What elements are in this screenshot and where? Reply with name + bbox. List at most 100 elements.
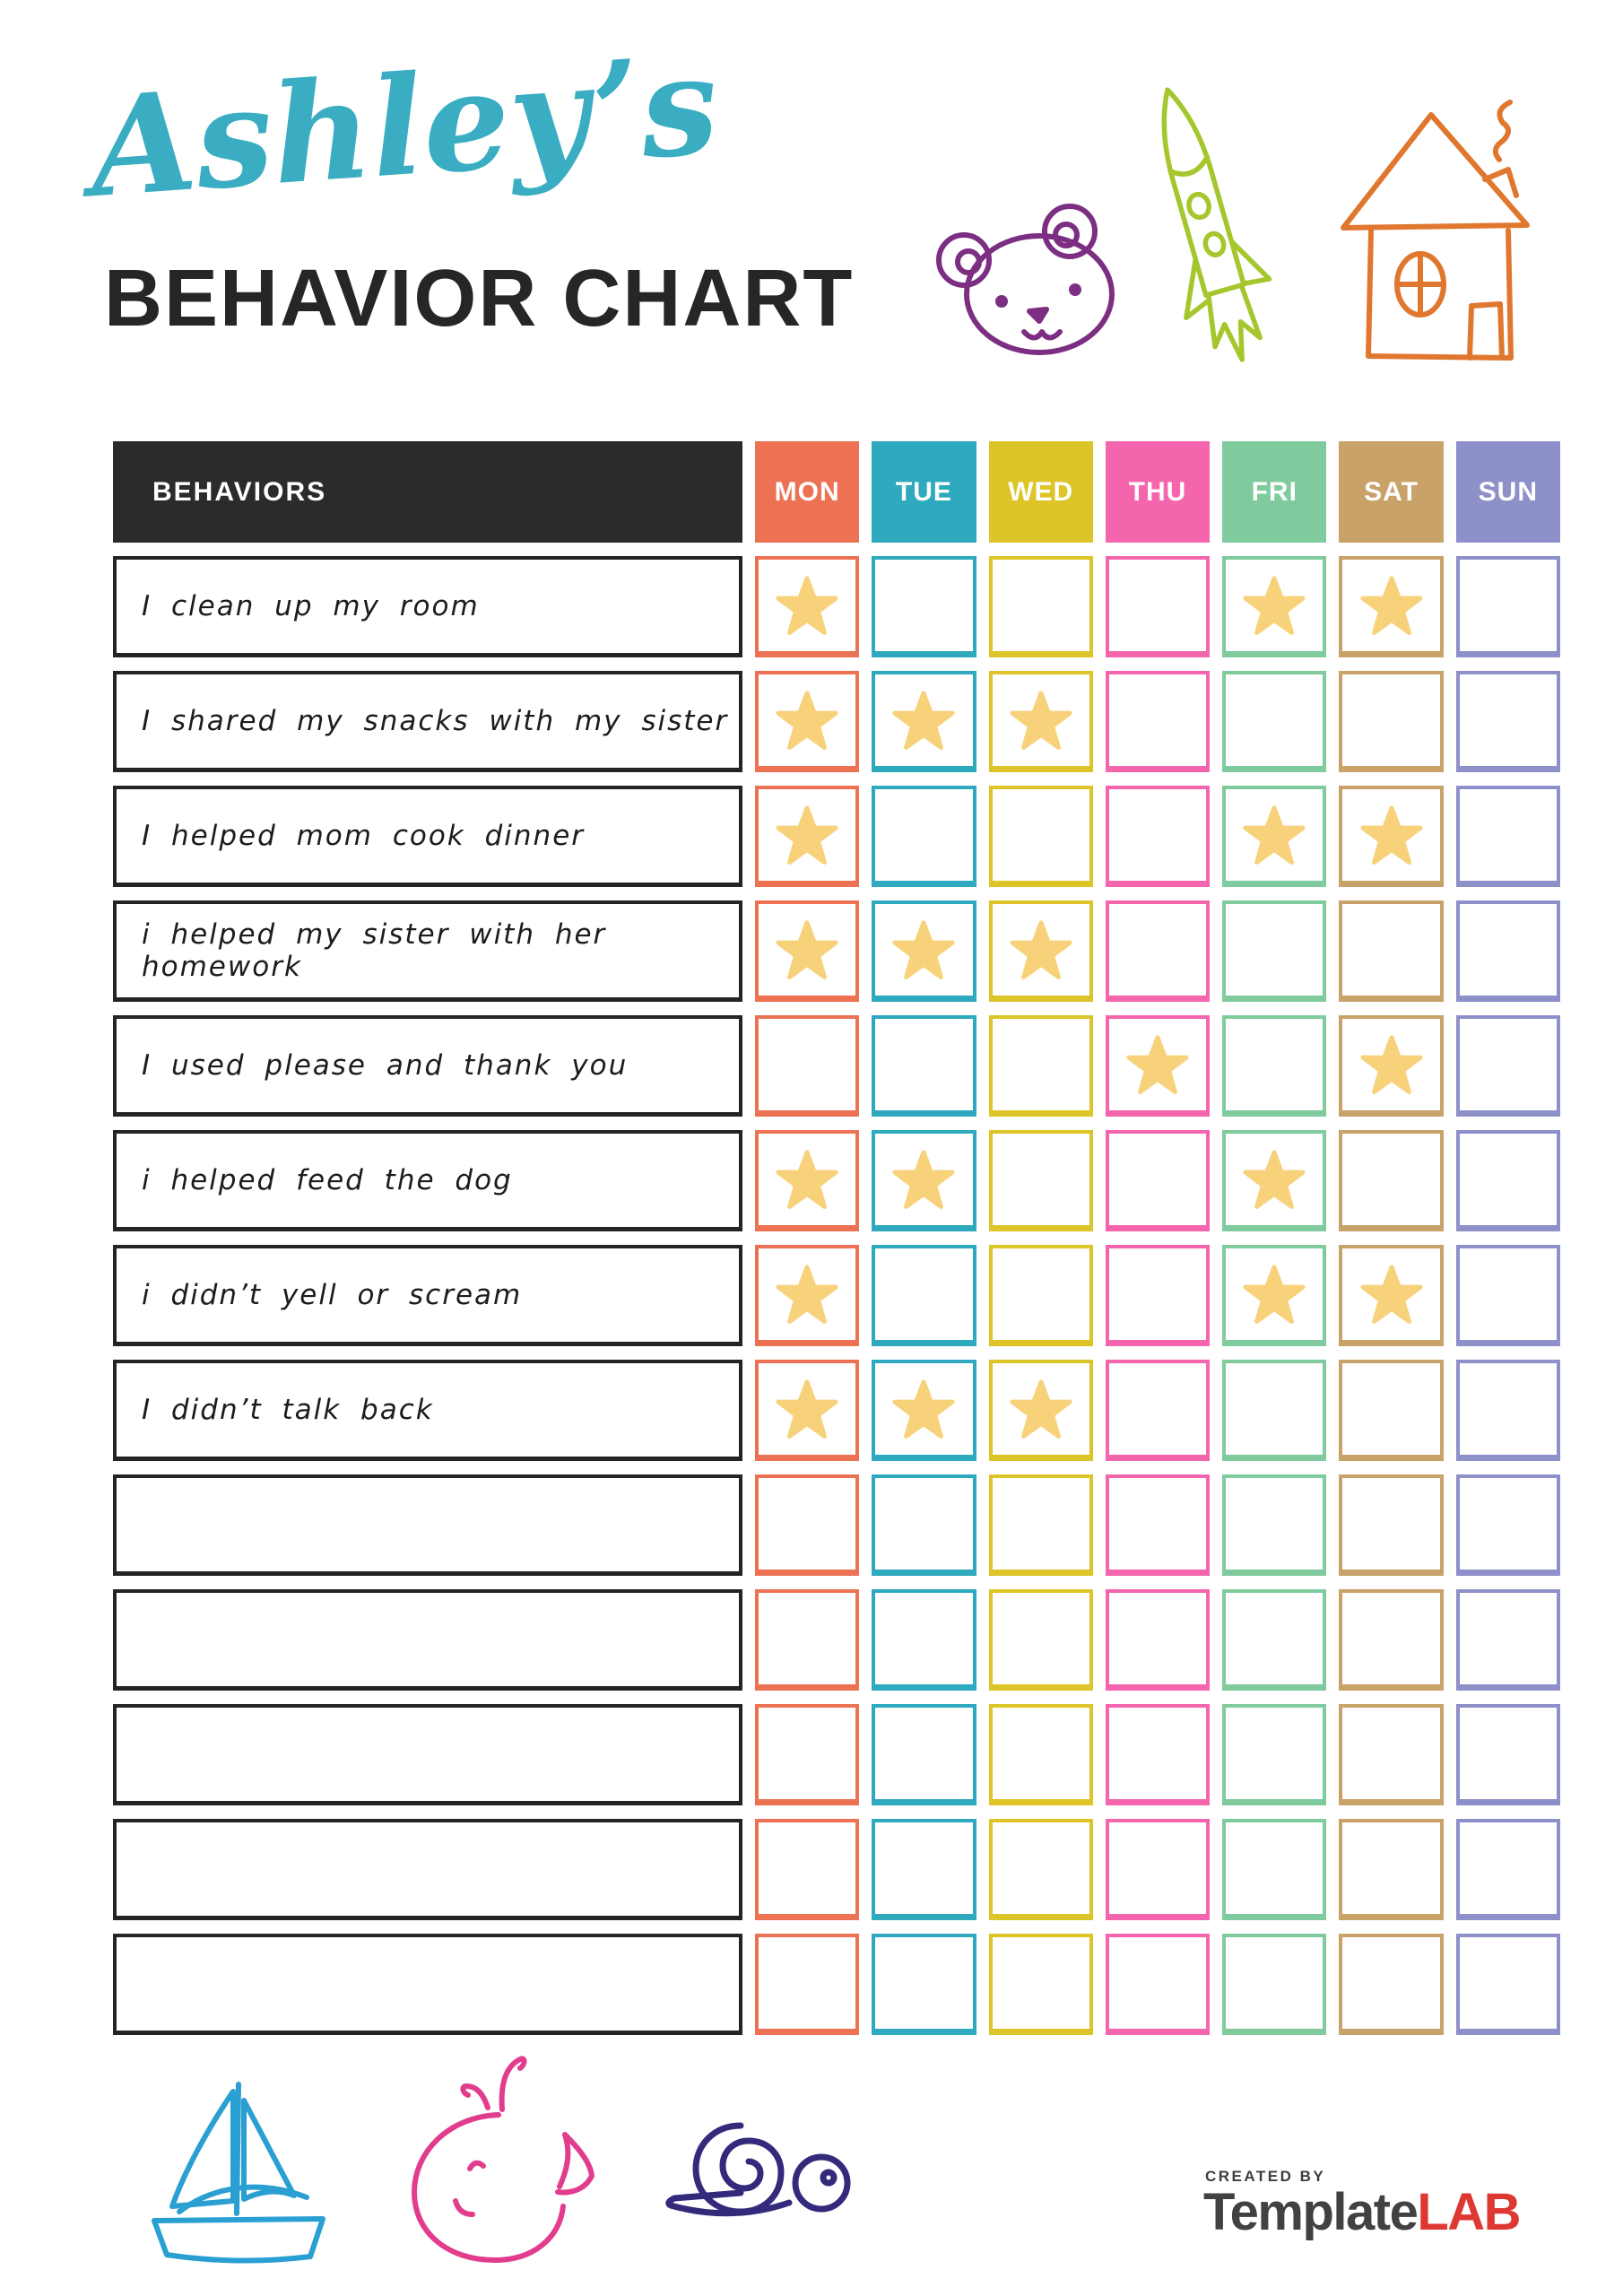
cell-row2-fri[interactable] bbox=[1222, 671, 1327, 772]
cell-row9-sat[interactable] bbox=[1339, 1474, 1444, 1576]
cell-row1-tue[interactable] bbox=[872, 556, 976, 657]
cell-row8-wed[interactable] bbox=[988, 1360, 1093, 1461]
day-header-sun: SUN bbox=[1455, 441, 1560, 543]
star-icon bbox=[892, 1149, 955, 1209]
cell-row12-sat[interactable] bbox=[1339, 1819, 1444, 1920]
cell-row5-fri[interactable] bbox=[1222, 1015, 1327, 1117]
cell-row13-wed[interactable] bbox=[988, 1934, 1093, 2035]
cell-row6-sun[interactable] bbox=[1455, 1130, 1560, 1231]
cell-row11-sat[interactable] bbox=[1339, 1704, 1444, 1805]
cell-row2-wed[interactable] bbox=[988, 671, 1093, 772]
cell-row10-wed[interactable] bbox=[988, 1589, 1093, 1691]
cell-row12-tue[interactable] bbox=[872, 1819, 976, 1920]
cell-row1-fri[interactable] bbox=[1222, 556, 1327, 657]
day-header-fri: FRI bbox=[1222, 441, 1327, 543]
cell-row1-sun[interactable] bbox=[1455, 556, 1560, 657]
cell-row3-sun[interactable] bbox=[1455, 786, 1560, 887]
cell-row3-mon[interactable] bbox=[755, 786, 860, 887]
cell-row4-thu[interactable] bbox=[1105, 900, 1211, 1002]
cell-row8-mon[interactable] bbox=[755, 1360, 860, 1461]
cell-row10-tue[interactable] bbox=[872, 1589, 976, 1691]
cell-row12-sun[interactable] bbox=[1455, 1819, 1560, 1920]
cell-row13-tue[interactable] bbox=[872, 1934, 976, 2035]
cell-row9-thu[interactable] bbox=[1105, 1474, 1211, 1576]
star-icon bbox=[1243, 1149, 1306, 1209]
cell-row6-tue[interactable] bbox=[872, 1130, 976, 1231]
cell-row1-wed[interactable] bbox=[988, 556, 1093, 657]
cell-row2-sun[interactable] bbox=[1455, 671, 1560, 772]
cell-row1-mon[interactable] bbox=[755, 556, 860, 657]
cell-row13-sat[interactable] bbox=[1339, 1934, 1444, 2035]
cell-row11-thu[interactable] bbox=[1105, 1704, 1211, 1805]
cell-row7-wed[interactable] bbox=[988, 1245, 1093, 1346]
cell-row7-tue[interactable] bbox=[872, 1245, 976, 1346]
cell-row10-thu[interactable] bbox=[1105, 1589, 1211, 1691]
cell-row9-sun[interactable] bbox=[1455, 1474, 1560, 1576]
cell-row3-fri[interactable] bbox=[1222, 786, 1327, 887]
day-header-wed: WED bbox=[988, 441, 1093, 543]
cell-row8-tue[interactable] bbox=[872, 1360, 976, 1461]
cell-row5-wed[interactable] bbox=[988, 1015, 1093, 1117]
cell-row11-mon[interactable] bbox=[755, 1704, 860, 1805]
cell-row7-fri[interactable] bbox=[1222, 1245, 1327, 1346]
cell-row8-sat[interactable] bbox=[1339, 1360, 1444, 1461]
cell-row6-thu[interactable] bbox=[1105, 1130, 1211, 1231]
cell-row4-wed[interactable] bbox=[988, 900, 1093, 1002]
cell-row3-sat[interactable] bbox=[1339, 786, 1444, 887]
cell-row7-thu[interactable] bbox=[1105, 1245, 1211, 1346]
cell-row9-wed[interactable] bbox=[988, 1474, 1093, 1576]
cell-row10-mon[interactable] bbox=[755, 1589, 860, 1691]
cell-row6-sat[interactable] bbox=[1339, 1130, 1444, 1231]
cell-row8-sun[interactable] bbox=[1455, 1360, 1560, 1461]
cell-row12-fri[interactable] bbox=[1222, 1819, 1327, 1920]
cell-row1-sat[interactable] bbox=[1339, 556, 1444, 657]
cell-row12-wed[interactable] bbox=[988, 1819, 1093, 1920]
cell-row13-mon[interactable] bbox=[755, 1934, 860, 2035]
cell-row4-sun[interactable] bbox=[1455, 900, 1560, 1002]
cell-row10-sun[interactable] bbox=[1455, 1589, 1560, 1691]
cell-row6-fri[interactable] bbox=[1222, 1130, 1327, 1231]
cell-row2-mon[interactable] bbox=[755, 671, 860, 772]
cell-row7-mon[interactable] bbox=[755, 1245, 860, 1346]
cell-row4-tue[interactable] bbox=[872, 900, 976, 1002]
cell-row11-tue[interactable] bbox=[872, 1704, 976, 1805]
cell-row13-fri[interactable] bbox=[1222, 1934, 1327, 2035]
cell-row5-sun[interactable] bbox=[1455, 1015, 1560, 1117]
cell-row10-sat[interactable] bbox=[1339, 1589, 1444, 1691]
cell-row11-sun[interactable] bbox=[1455, 1704, 1560, 1805]
cell-row6-mon[interactable] bbox=[755, 1130, 860, 1231]
cell-row8-fri[interactable] bbox=[1222, 1360, 1327, 1461]
cell-row12-mon[interactable] bbox=[755, 1819, 860, 1920]
star-icon bbox=[776, 1149, 838, 1209]
cell-row5-tue[interactable] bbox=[872, 1015, 976, 1117]
cell-row5-sat[interactable] bbox=[1339, 1015, 1444, 1117]
cell-row13-thu[interactable] bbox=[1105, 1934, 1211, 2035]
cell-row4-fri[interactable] bbox=[1222, 900, 1327, 1002]
cell-row2-sat[interactable] bbox=[1339, 671, 1444, 772]
cell-row3-thu[interactable] bbox=[1105, 786, 1211, 887]
cell-row6-wed[interactable] bbox=[988, 1130, 1093, 1231]
cell-row7-sun[interactable] bbox=[1455, 1245, 1560, 1346]
cell-row4-sat[interactable] bbox=[1339, 900, 1444, 1002]
cell-row7-sat[interactable] bbox=[1339, 1245, 1444, 1346]
cell-row12-thu[interactable] bbox=[1105, 1819, 1211, 1920]
cell-row3-tue[interactable] bbox=[872, 786, 976, 887]
cell-row11-wed[interactable] bbox=[988, 1704, 1093, 1805]
cell-row11-fri[interactable] bbox=[1222, 1704, 1327, 1805]
cell-row10-fri[interactable] bbox=[1222, 1589, 1327, 1691]
cell-row2-tue[interactable] bbox=[872, 671, 976, 772]
star-icon bbox=[776, 804, 838, 865]
cell-row5-thu[interactable] bbox=[1105, 1015, 1211, 1117]
day-header-thu: THU bbox=[1105, 441, 1211, 543]
cell-row9-mon[interactable] bbox=[755, 1474, 860, 1576]
cell-row4-mon[interactable] bbox=[755, 900, 860, 1002]
cell-row9-tue[interactable] bbox=[872, 1474, 976, 1576]
cell-row8-thu[interactable] bbox=[1105, 1360, 1211, 1461]
star-icon bbox=[1243, 575, 1306, 635]
cell-row1-thu[interactable] bbox=[1105, 556, 1211, 657]
cell-row13-sun[interactable] bbox=[1455, 1934, 1560, 2035]
cell-row3-wed[interactable] bbox=[988, 786, 1093, 887]
cell-row2-thu[interactable] bbox=[1105, 671, 1211, 772]
cell-row9-fri[interactable] bbox=[1222, 1474, 1327, 1576]
cell-row5-mon[interactable] bbox=[755, 1015, 860, 1117]
